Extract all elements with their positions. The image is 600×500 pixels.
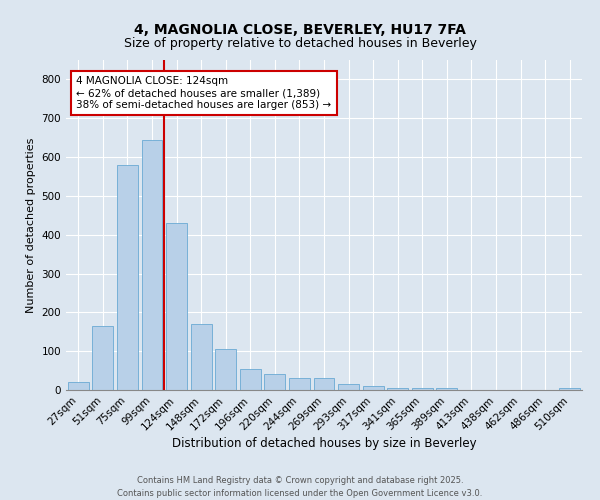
Bar <box>166 223 187 390</box>
Bar <box>191 324 212 390</box>
X-axis label: Distribution of detached houses by size in Beverley: Distribution of detached houses by size … <box>172 438 476 450</box>
Bar <box>362 386 383 390</box>
Bar <box>265 374 286 390</box>
Bar <box>338 384 359 390</box>
Text: 4, MAGNOLIA CLOSE, BEVERLEY, HU17 7FA: 4, MAGNOLIA CLOSE, BEVERLEY, HU17 7FA <box>134 22 466 36</box>
Bar <box>412 388 433 390</box>
Bar <box>314 378 334 390</box>
Y-axis label: Number of detached properties: Number of detached properties <box>26 138 36 312</box>
Bar <box>387 388 408 390</box>
Bar <box>240 368 261 390</box>
Bar <box>142 140 163 390</box>
Bar <box>559 388 580 390</box>
Bar <box>289 378 310 390</box>
Text: 4 MAGNOLIA CLOSE: 124sqm
← 62% of detached houses are smaller (1,389)
38% of sem: 4 MAGNOLIA CLOSE: 124sqm ← 62% of detach… <box>76 76 331 110</box>
Bar <box>117 165 138 390</box>
Bar <box>68 382 89 390</box>
Text: Contains HM Land Registry data © Crown copyright and database right 2025.
Contai: Contains HM Land Registry data © Crown c… <box>118 476 482 498</box>
Text: Size of property relative to detached houses in Beverley: Size of property relative to detached ho… <box>124 38 476 51</box>
Bar <box>92 326 113 390</box>
Bar <box>436 388 457 390</box>
Bar <box>215 349 236 390</box>
